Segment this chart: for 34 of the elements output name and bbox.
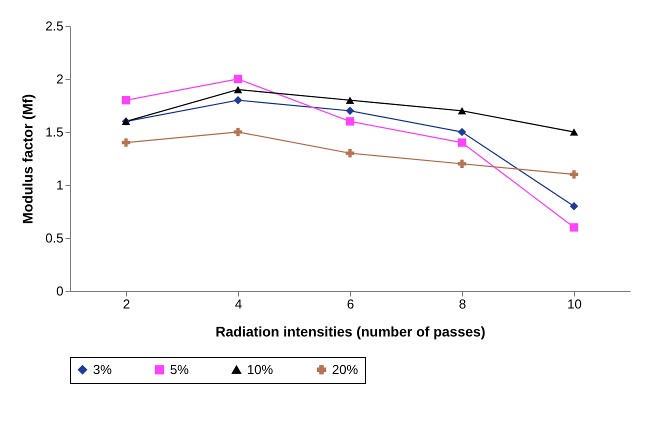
x-tick-label: 4: [234, 296, 242, 312]
y-tick-label: 0.5: [45, 230, 64, 246]
y-tick-label: 1: [56, 178, 64, 192]
point: [234, 96, 242, 104]
point: [570, 128, 578, 136]
point: [570, 170, 578, 179]
point: [346, 106, 354, 115]
point: [458, 107, 466, 114]
point: [458, 138, 466, 147]
x-tick-label: 10: [567, 296, 582, 312]
x-tick-label: 2: [122, 296, 130, 312]
legend-label: 20%: [332, 362, 358, 377]
point: [346, 149, 354, 158]
legend-label: 3%: [93, 362, 112, 377]
legend-label: 5%: [170, 362, 190, 377]
point: [458, 160, 466, 168]
point: [346, 117, 354, 126]
y-tick-label: 2.5: [45, 18, 64, 34]
point: [122, 138, 130, 147]
y-tick-label: 0: [56, 284, 64, 298]
point: [122, 96, 130, 104]
x-tick-label: 6: [346, 296, 354, 312]
point: [234, 74, 242, 84]
legend-label: 10%: [247, 362, 274, 377]
y-axis-title: Modulus factor (Mf): [19, 94, 36, 224]
point: [570, 202, 578, 210]
x-axis-title: Radiation intensities (number of passes): [216, 324, 486, 340]
y-tick-label: 1.5: [45, 124, 64, 140]
point: [458, 128, 466, 136]
point: [346, 96, 354, 104]
y-tick-label: 2: [56, 72, 64, 86]
x-tick-label: 8: [458, 296, 466, 312]
point: [570, 223, 578, 232]
point: [234, 86, 242, 94]
